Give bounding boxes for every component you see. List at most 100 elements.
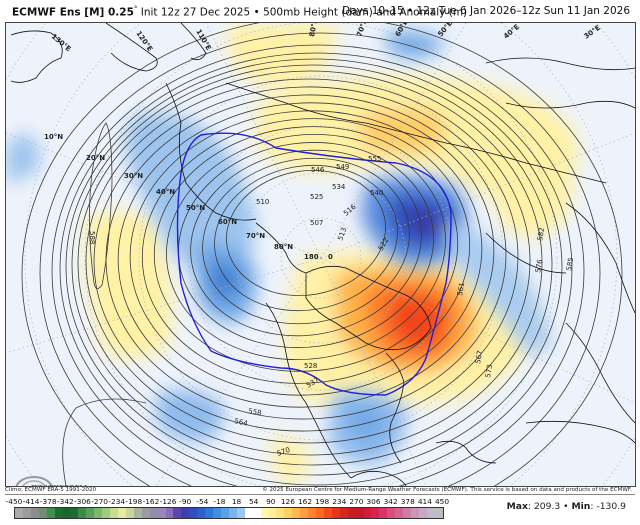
colorbar-swatch — [78, 508, 87, 518]
colorbar-swatch — [363, 508, 372, 518]
bullet-separator: • — [560, 501, 572, 512]
max-min-readout: Max: 209.3 • Min: -130.9 — [507, 501, 626, 512]
colorbar-swatch — [205, 508, 214, 518]
colorbar-swatch — [244, 508, 253, 518]
init-time: Init 12z 27 Dec 2025 — [140, 6, 251, 19]
colorbar-swatch — [268, 508, 277, 518]
colorbar-tick: -414 — [22, 497, 40, 506]
map-panel: 10°N 20°N 30°N 40°N 50°N 60°N 70°N 80°N … — [5, 22, 636, 487]
colorbar-tick: -306 — [74, 497, 91, 506]
max-value: : 209.3 — [527, 501, 561, 512]
colorbar-swatch — [54, 508, 63, 518]
lon-label-180: 180 — [304, 253, 319, 261]
contour-label: 585 — [565, 257, 575, 272]
contour-label: 510 — [256, 198, 269, 206]
contour-label: 540 — [370, 189, 383, 197]
colorbar-swatch — [419, 508, 427, 518]
contour-label: 564 — [234, 417, 249, 428]
colorbar-tick: 414 — [417, 497, 432, 506]
colorbar-swatch — [189, 508, 198, 518]
colorbar-swatch — [434, 508, 443, 518]
contour-label: 558 — [248, 407, 263, 417]
lon-label-0: 0 — [328, 253, 333, 261]
chart-title: ECMWF Ens [M] 0.25° Init 12z 27 Dec 2025… — [12, 5, 467, 19]
contour-label: 534 — [332, 183, 346, 191]
field-description: 500mb Height (dam) and Anomaly (m) — [263, 6, 468, 19]
colorbar-swatch — [133, 508, 142, 518]
contour-label: 582 — [536, 227, 546, 242]
lat-label-80n: 80°N — [274, 243, 293, 251]
lat-label-20n: 20°N — [86, 154, 105, 162]
colorbar-tick: 450 — [434, 497, 450, 506]
colorbar-swatch — [86, 508, 95, 518]
copyright-credit: © 2025 European Centre for Medium-Range … — [262, 487, 632, 493]
lat-label-50n: 50°N — [186, 204, 205, 212]
colorbar-tick: 198 — [315, 497, 330, 506]
lon-label-80e: 80°E — [308, 23, 319, 37]
colorbar-swatch — [62, 508, 71, 518]
colorbar-swatch — [323, 508, 332, 518]
colorbar-swatch — [339, 508, 348, 518]
colorbar-swatch — [149, 508, 158, 518]
contour-label: 567 — [474, 350, 484, 365]
title-separator: • — [253, 6, 260, 19]
colorbar-tick: 162 — [297, 497, 313, 506]
colorbar-swatch — [220, 508, 229, 518]
colorbar-swatch — [347, 508, 356, 518]
colorbar-swatch — [213, 508, 221, 518]
lat-label-10n: 10°N — [44, 133, 63, 141]
colorbar-swatch — [94, 508, 103, 518]
lat-label-40n: 40°N — [156, 188, 175, 196]
colorbar-tick: 270 — [349, 497, 364, 506]
colorbar-tick: -126 — [159, 497, 177, 506]
colorbar-tick: 378 — [400, 497, 415, 506]
colorbar-tick: -342 — [56, 497, 74, 506]
colorbar — [14, 507, 444, 519]
colorbar-swatch — [102, 508, 111, 518]
colorbar-tick: 18 — [231, 497, 242, 506]
lat-label-30n: 30°N — [124, 172, 143, 180]
colorbar-tick: -450 — [5, 497, 23, 506]
colorbar-swatch — [38, 508, 47, 518]
colorbar-swatch — [331, 508, 340, 518]
highlight-contour-540 — [176, 132, 452, 396]
colorbar-swatch — [252, 508, 261, 518]
colorbar-swatch — [157, 508, 166, 518]
colorbar-swatch — [125, 508, 134, 518]
lat-label-70n: 70°N — [246, 232, 265, 240]
contour-label: 561 — [456, 282, 466, 297]
colorbar-swatch — [117, 508, 126, 518]
colorbar-tick: -378 — [39, 497, 57, 506]
contour-labels: 588 510 507 513 516 522 525 534 546 549 … — [88, 155, 575, 458]
colorbar-swatch — [426, 508, 435, 518]
colorbar-swatch — [197, 508, 206, 518]
colorbar-swatch — [403, 508, 412, 518]
colorbar-swatch — [300, 508, 309, 518]
colorbar-tick: -54 — [196, 497, 209, 506]
colorbar-swatch — [228, 508, 237, 518]
colorbar-swatch — [30, 508, 39, 518]
contour-label: 549 — [336, 163, 349, 171]
colorbar-tick: 234 — [332, 497, 347, 506]
colorbar-tick: -270 — [91, 497, 108, 506]
colorbar-swatch — [371, 508, 380, 518]
colorbar-tick-labels: -450 -414 -378 -342 -306 -270 -234 -198 -162 -126… — [6, 497, 449, 507]
colorbar-tick: -90 — [179, 497, 192, 506]
colorbar-tick: 90 — [266, 497, 276, 506]
colorbar-swatch — [70, 508, 79, 518]
colorbar-swatch — [141, 508, 150, 518]
colorbar-swatch — [276, 508, 285, 518]
min-label: Min — [571, 501, 591, 512]
colorbar-swatch — [292, 508, 301, 518]
colorbar-swatch — [181, 508, 190, 518]
colorbar-swatch — [110, 508, 118, 518]
contour-label: 576 — [534, 258, 544, 273]
colorbar-swatch — [173, 508, 182, 518]
colorbar-tick: 342 — [383, 497, 398, 506]
min-value: : -130.9 — [590, 501, 626, 512]
contour-label: 555 — [368, 155, 381, 163]
title-bar: ECMWF Ens [M] 0.25° Init 12z 27 Dec 2025… — [0, 0, 640, 22]
colorbar-swatch — [395, 508, 404, 518]
contour-label: 525 — [310, 193, 323, 201]
height-contours — [21, 23, 623, 486]
